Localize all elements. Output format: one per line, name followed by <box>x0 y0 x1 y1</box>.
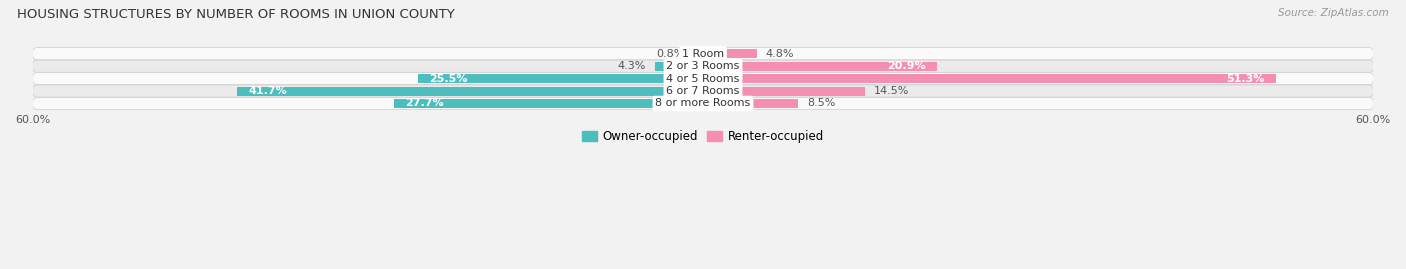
Text: Source: ZipAtlas.com: Source: ZipAtlas.com <box>1278 8 1389 18</box>
Bar <box>703 87 865 95</box>
Text: 27.7%: 27.7% <box>405 98 443 108</box>
Text: 14.5%: 14.5% <box>875 86 910 96</box>
FancyBboxPatch shape <box>32 73 1374 85</box>
Text: 41.7%: 41.7% <box>249 86 287 96</box>
Text: 8 or more Rooms: 8 or more Rooms <box>655 98 751 108</box>
Bar <box>703 49 756 58</box>
Bar <box>655 62 703 71</box>
Bar <box>703 62 936 71</box>
Legend: Owner-occupied, Renter-occupied: Owner-occupied, Renter-occupied <box>582 130 824 143</box>
Text: 25.5%: 25.5% <box>429 74 468 84</box>
Bar <box>695 49 703 58</box>
Text: 4.3%: 4.3% <box>617 61 645 71</box>
Text: 8.5%: 8.5% <box>807 98 835 108</box>
Text: 51.3%: 51.3% <box>1226 74 1265 84</box>
FancyBboxPatch shape <box>32 97 1374 109</box>
Bar <box>418 74 703 83</box>
FancyBboxPatch shape <box>32 85 1374 97</box>
Bar <box>394 99 703 108</box>
Text: HOUSING STRUCTURES BY NUMBER OF ROOMS IN UNION COUNTY: HOUSING STRUCTURES BY NUMBER OF ROOMS IN… <box>17 8 454 21</box>
Text: 4 or 5 Rooms: 4 or 5 Rooms <box>666 74 740 84</box>
Text: 6 or 7 Rooms: 6 or 7 Rooms <box>666 86 740 96</box>
Bar <box>703 74 1277 83</box>
Text: 2 or 3 Rooms: 2 or 3 Rooms <box>666 61 740 71</box>
Bar <box>238 87 703 95</box>
Bar <box>703 99 799 108</box>
Text: 20.9%: 20.9% <box>887 61 925 71</box>
Text: 0.8%: 0.8% <box>657 49 685 59</box>
Text: 4.8%: 4.8% <box>766 49 794 59</box>
FancyBboxPatch shape <box>32 60 1374 72</box>
FancyBboxPatch shape <box>32 48 1374 60</box>
Text: 1 Room: 1 Room <box>682 49 724 59</box>
